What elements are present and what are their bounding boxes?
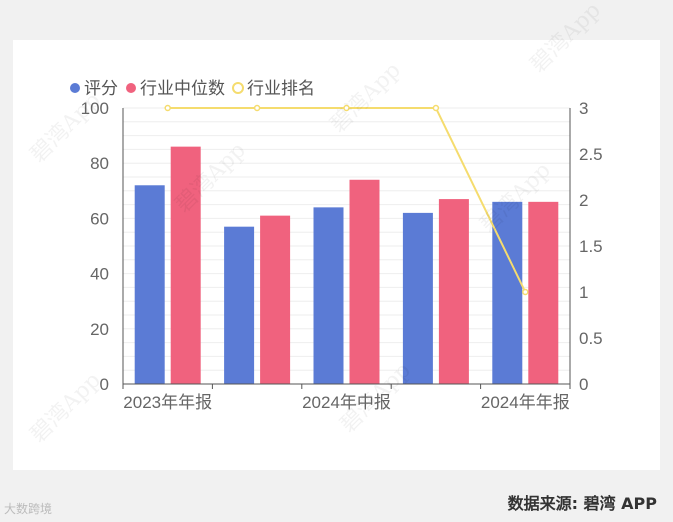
y-right-tick-label: 3 bbox=[579, 99, 588, 118]
bar-score bbox=[313, 207, 344, 384]
line-point bbox=[522, 288, 529, 296]
bar-industry-median bbox=[260, 215, 291, 384]
y-right-tick-label: 0.5 bbox=[579, 329, 603, 348]
line-point bbox=[253, 104, 261, 112]
bar-industry-median bbox=[438, 199, 469, 384]
y-left-tick-label: 0 bbox=[100, 375, 109, 394]
bar-industry-median bbox=[170, 146, 201, 384]
bar-industry-median bbox=[528, 201, 559, 384]
chart-card: 0 20 40 60 80 100 0 0.5 1 1.5 2 2.5 3 2023年年报 2024年中报 2… bbox=[13, 40, 660, 470]
y-right-tick-label: 1.5 bbox=[579, 237, 603, 256]
y-right-tick-label: 2.5 bbox=[579, 145, 603, 164]
data-source-label: 数据来源: 碧湾 APP bbox=[507, 494, 657, 513]
bar-score bbox=[224, 226, 255, 384]
legend-label-industry-rank: 行业排名 bbox=[247, 79, 315, 98]
x-tick-label: 2023年年报 bbox=[123, 393, 212, 412]
legend-marker-industry-rank bbox=[232, 82, 244, 94]
line-point bbox=[432, 104, 440, 112]
y-left-tick-label: 100 bbox=[81, 99, 109, 118]
corner-logo-text: 大数跨境 bbox=[4, 502, 53, 516]
y-left-tick-label: 60 bbox=[90, 209, 109, 228]
line-point bbox=[164, 104, 171, 112]
y-left-tick-label: 80 bbox=[90, 154, 109, 173]
x-tick-label: 2024年中报 bbox=[302, 393, 391, 412]
legend-marker-industry-median bbox=[126, 83, 136, 93]
bar-industry-median bbox=[349, 179, 380, 384]
line-point bbox=[343, 104, 350, 112]
combo-chart: 0 20 40 60 80 100 0 0.5 1 1.5 2 2.5 3 2023年年报 2024年中报 2… bbox=[70, 79, 603, 412]
y-right-tick-label: 2 bbox=[579, 191, 588, 210]
y-left-tick-label: 40 bbox=[90, 265, 109, 284]
bar-score bbox=[134, 185, 165, 384]
x-tick-label: 2024年年报 bbox=[481, 393, 570, 412]
y-right-tick-label: 0 bbox=[579, 375, 588, 394]
bar-score bbox=[402, 212, 433, 384]
legend-label-industry-median: 行业中位数 bbox=[140, 79, 225, 98]
legend-marker-score bbox=[70, 83, 80, 93]
y-right-tick-label: 1 bbox=[579, 283, 588, 302]
y-left-tick-label: 20 bbox=[90, 320, 109, 339]
bar-score bbox=[492, 201, 523, 384]
legend-label-score: 评分 bbox=[84, 79, 118, 98]
